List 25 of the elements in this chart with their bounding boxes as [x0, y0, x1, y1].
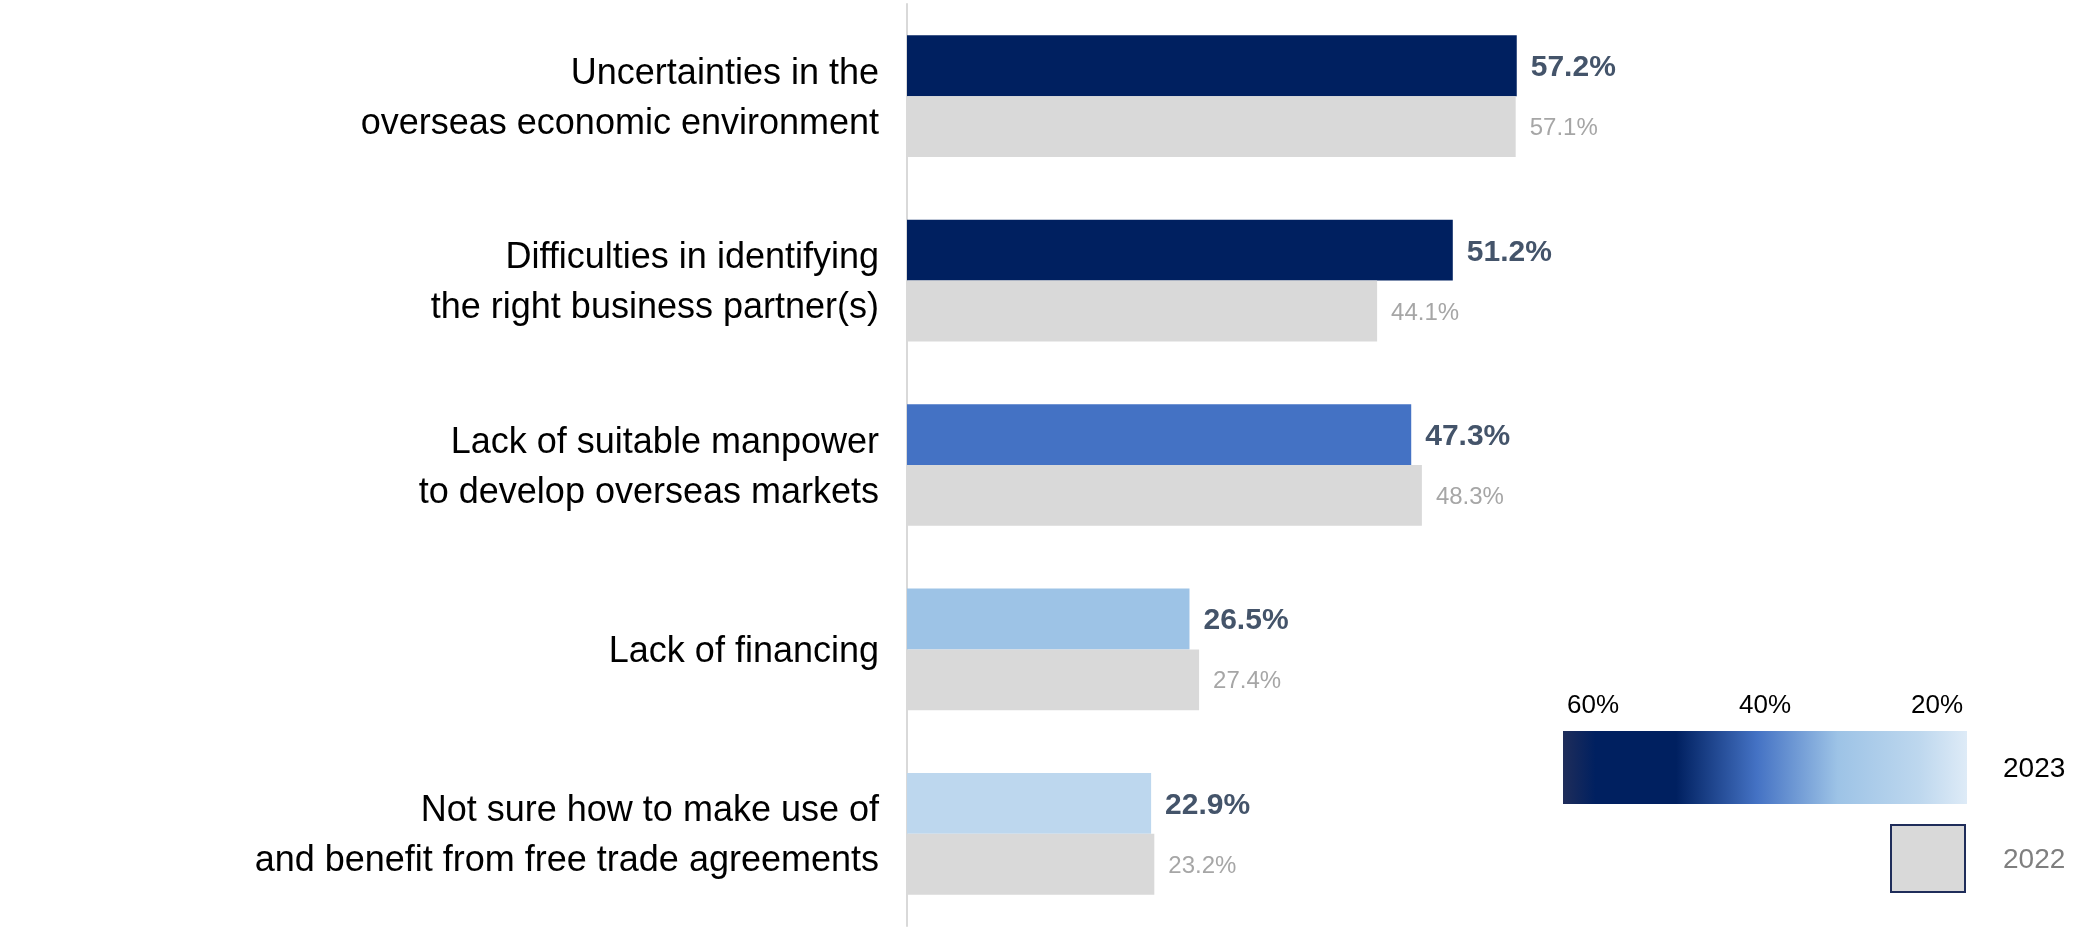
- data-label: 44.1%: [1391, 297, 1460, 325]
- data-label: 47.3%: [1425, 418, 1511, 452]
- y-tick-label: Lack of financing: [608, 628, 879, 670]
- y-tick-label: Difficulties in identifying the right business partner(s): [430, 235, 879, 327]
- y-tick-label: Uncertainties in the overseas economic environment: [360, 50, 879, 142]
- y-tick-label: Lack of suitable manpower to develop overseas markets: [418, 419, 879, 511]
- bar: [907, 219, 1453, 281]
- annotation: 40%: [1738, 689, 1792, 719]
- bar: [907, 588, 1190, 650]
- bar: [907, 404, 1412, 465]
- data-label: 23.2%: [1168, 850, 1237, 878]
- bar: [907, 772, 1152, 834]
- data-label: 57.1%: [1529, 113, 1598, 141]
- data-label: 27.4%: [1213, 666, 1282, 694]
- text: 2022: [2003, 842, 2066, 876]
- annotation: 20%: [1910, 689, 1964, 719]
- annotation: 60%: [1566, 689, 1620, 719]
- data-label: 48.3%: [1435, 481, 1504, 509]
- bar: [907, 35, 1517, 97]
- data-label: 26.5%: [1203, 602, 1289, 636]
- data-label: 22.9%: [1165, 786, 1251, 820]
- data-label: 57.2%: [1530, 49, 1616, 83]
- text: 2023: [2003, 750, 2066, 785]
- y-tick-label: Not sure how to make use of and benefit from free trade agreements: [254, 788, 880, 880]
- data-label: 51.2%: [1466, 233, 1552, 267]
